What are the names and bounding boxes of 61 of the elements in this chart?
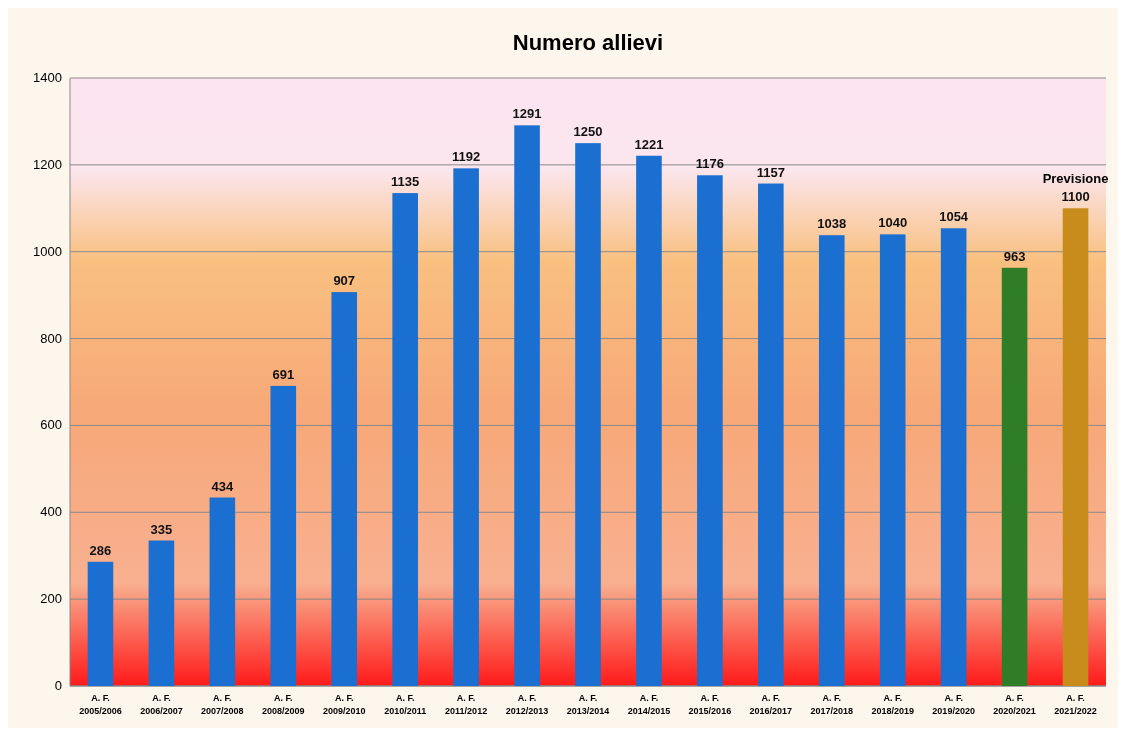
- data-label: 907: [333, 273, 356, 289]
- bar: [758, 183, 784, 686]
- x-tick-label: A. F. 2007/2008: [201, 693, 244, 716]
- data-label: 1250: [573, 124, 603, 140]
- data-label: 1192: [452, 149, 481, 165]
- bar: [87, 561, 114, 686]
- data-label: 1221: [634, 136, 664, 152]
- bar: [453, 168, 479, 686]
- x-tick-label: A. F. 2012/2013: [505, 693, 549, 716]
- data-label: 335: [150, 521, 173, 537]
- y-tick-label: 800: [40, 330, 62, 346]
- x-tick-label: A. F. 2014/2015: [627, 693, 671, 716]
- y-tick-label: 1200: [33, 156, 62, 172]
- y-tick-label: 1400: [33, 70, 62, 85]
- x-tick-label: A. F. 2010/2011: [384, 693, 427, 716]
- y-tick-label: 1000: [33, 243, 62, 259]
- x-tick-label: A. F. 2008/2009: [262, 693, 305, 716]
- x-tick-label: A. F. 2017/2018: [810, 693, 854, 716]
- x-tick-label: A. F. 2019/2020: [932, 693, 975, 716]
- bar: [575, 143, 601, 686]
- data-label: 1040: [878, 215, 908, 231]
- x-tick-label: A. F. 2018/2019: [871, 693, 914, 716]
- x-tick-label: A. F. 2013/2014: [566, 693, 610, 716]
- data-label: 1291: [512, 106, 542, 122]
- x-tick-label: A. F. 2005/2006: [79, 693, 122, 716]
- data-label: 1176: [695, 156, 724, 172]
- data-label: 1100: [1061, 189, 1090, 205]
- data-label: 1054: [939, 209, 969, 225]
- y-tick-label: 400: [40, 504, 62, 520]
- data-label: 691: [272, 366, 295, 382]
- bar: [636, 155, 662, 686]
- x-tick-label: A. F. 2016/2017: [749, 693, 793, 716]
- y-tick-label: 200: [40, 591, 62, 607]
- x-tick-label: A. F. 2021/2022: [1054, 693, 1097, 716]
- bar: [209, 497, 236, 686]
- bar: [818, 235, 845, 686]
- bar: [514, 125, 540, 686]
- data-label: 1038: [817, 216, 847, 232]
- bar: [940, 228, 967, 686]
- bar: [1001, 267, 1028, 686]
- bar: [1062, 208, 1089, 686]
- chart-title: Numero allievi: [512, 30, 664, 55]
- data-label: 1157: [756, 164, 785, 180]
- x-tick-label: A. F. 2009/2010: [322, 693, 366, 716]
- bar: [392, 193, 418, 686]
- annotation: Previsione: [1042, 171, 1109, 187]
- x-tick-label: A. F. 2006/2007: [140, 693, 183, 716]
- data-label: 286: [89, 542, 112, 558]
- x-tick-label: A. F. 2020/2021: [993, 693, 1036, 716]
- x-tick-label: A. F. 2015/2016: [688, 693, 732, 716]
- y-tick-label: 0: [54, 678, 62, 693]
- bar: [879, 234, 906, 686]
- y-tick-label: 600: [40, 417, 62, 433]
- data-label: 963: [1003, 248, 1026, 264]
- bar: [270, 385, 297, 686]
- data-label: 1135: [391, 174, 420, 190]
- x-tick-label: A. F. 2011/2012: [445, 693, 488, 716]
- bar: [148, 540, 175, 686]
- bar: [697, 175, 723, 686]
- data-label: 434: [211, 478, 234, 494]
- bar: [331, 292, 358, 686]
